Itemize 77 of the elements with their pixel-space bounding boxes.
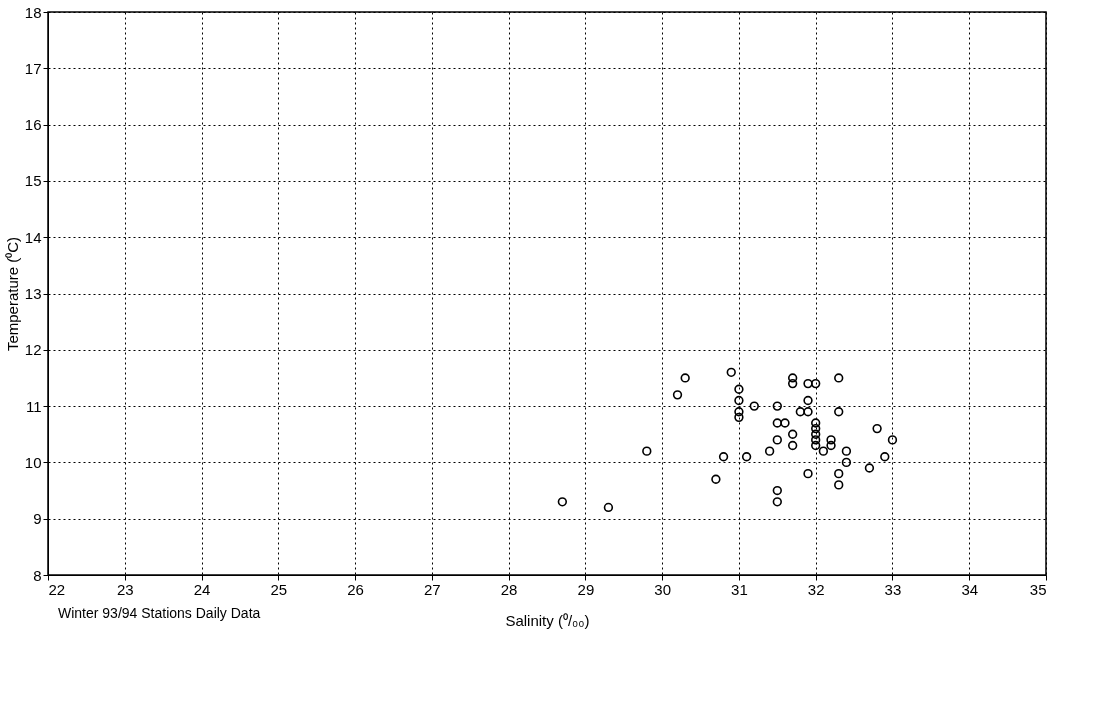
point xyxy=(734,395,744,406)
y-tick-label: 17 xyxy=(24,59,42,77)
x-tick-label: 27 xyxy=(424,580,441,598)
y-tick-label: 15 xyxy=(24,172,42,190)
point xyxy=(803,378,813,389)
point xyxy=(841,457,852,468)
point xyxy=(734,412,744,423)
y-tick-label: 12 xyxy=(24,341,42,359)
x-tick-label: 32 xyxy=(807,580,825,598)
point xyxy=(772,401,782,411)
point xyxy=(887,435,898,445)
point xyxy=(787,373,798,383)
point xyxy=(764,446,775,456)
x-tick-label: 24 xyxy=(193,580,211,598)
point xyxy=(864,463,875,473)
point xyxy=(811,418,821,428)
y-tick-label: 9 xyxy=(33,510,42,528)
y-tick-label: 16 xyxy=(24,116,42,134)
y-tick-label: 8 xyxy=(33,566,42,584)
point xyxy=(718,452,729,462)
point xyxy=(672,390,683,400)
x-axis-title: Salinity (⁰/₀₀) xyxy=(505,611,590,629)
point xyxy=(872,423,882,434)
point xyxy=(642,446,652,456)
point xyxy=(734,384,744,394)
point xyxy=(749,401,759,411)
point xyxy=(811,423,821,434)
point xyxy=(603,502,614,513)
point xyxy=(834,468,844,479)
point xyxy=(772,497,782,507)
point xyxy=(811,378,821,389)
y-tick-label: 11 xyxy=(25,397,42,415)
point xyxy=(557,497,568,507)
x-tick-label: 31 xyxy=(731,580,748,598)
y-tick-label: 18 xyxy=(24,3,42,21)
x-tick-label: 23 xyxy=(116,580,134,598)
point xyxy=(811,440,821,451)
x-tick-label: 28 xyxy=(500,580,518,598)
point xyxy=(826,435,836,445)
x-tick-label: 22 xyxy=(48,580,66,598)
x-tick-label: 30 xyxy=(654,580,671,598)
point xyxy=(787,440,798,451)
text: Winter 93/94 Stations Daily Data xyxy=(58,605,261,621)
point xyxy=(826,440,836,451)
y-tick-label: 13 xyxy=(24,285,42,302)
point xyxy=(741,452,752,462)
point xyxy=(772,418,782,428)
point xyxy=(780,418,790,428)
point xyxy=(803,407,813,417)
point xyxy=(711,474,721,484)
point xyxy=(880,452,890,462)
point xyxy=(841,446,852,456)
x-tick-label: 25 xyxy=(270,580,288,598)
y-tick-label: 14 xyxy=(24,228,42,246)
x-tick-label: 29 xyxy=(577,580,595,598)
y-tick-label: 10 xyxy=(24,453,42,471)
point xyxy=(803,395,813,406)
x-tick-label: 34 xyxy=(961,580,979,598)
point xyxy=(803,468,813,479)
y-axis-title: Temperature (⁰C) xyxy=(3,236,21,352)
point xyxy=(772,485,782,496)
x-tick-label: 35 xyxy=(1029,580,1047,598)
x-tick-label: 26 xyxy=(347,580,364,598)
point xyxy=(811,429,821,439)
point xyxy=(734,407,744,417)
point xyxy=(834,480,844,490)
x-tick-label: 33 xyxy=(884,580,902,598)
point xyxy=(795,407,806,417)
point xyxy=(772,435,782,445)
point xyxy=(834,373,844,383)
point xyxy=(834,407,844,417)
point xyxy=(680,373,690,383)
point xyxy=(811,435,821,445)
point xyxy=(818,446,829,456)
point xyxy=(787,429,798,439)
point xyxy=(787,378,798,389)
point xyxy=(726,367,736,377)
